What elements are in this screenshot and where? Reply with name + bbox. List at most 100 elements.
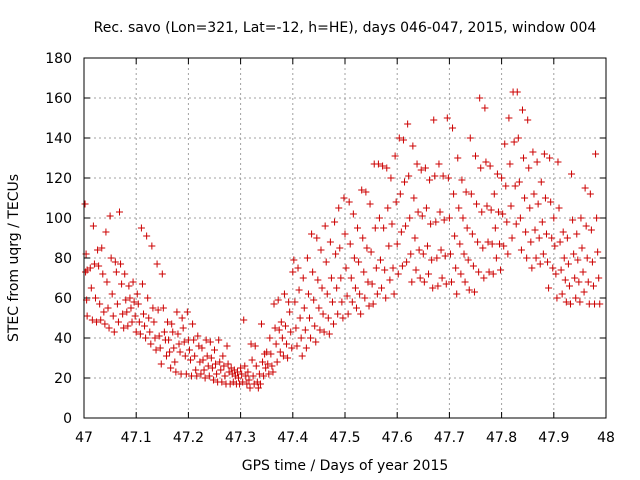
data-point [437,246,445,254]
data-point [91,294,99,302]
data-point [401,178,409,186]
data-point [544,258,552,266]
data-point [592,150,600,158]
data-point [392,198,400,206]
data-point [179,324,187,332]
data-point [488,240,496,248]
data-point [313,234,321,242]
data-point [361,294,369,302]
data-point [413,160,421,168]
data-point [334,310,342,318]
data-point [134,300,142,308]
data-point [337,274,345,282]
data-point [414,208,422,216]
data-point [280,290,288,298]
data-point [457,270,465,278]
data-point [190,336,198,344]
data-point [256,380,264,388]
data-point [570,250,578,258]
y-tick-label: 120 [45,171,72,187]
data-point [311,322,319,330]
data-point [479,244,487,252]
data-point [458,176,466,184]
x-tick-label: 47.2 [173,430,204,446]
data-point [207,354,215,362]
data-points [81,88,604,392]
data-point [586,190,594,198]
data-point [293,342,301,350]
data-point [568,170,576,178]
data-point [174,330,182,338]
data-point [298,352,306,360]
y-tick-label: 180 [45,51,72,67]
data-point [404,120,412,128]
data-point [87,284,95,292]
data-point [295,286,303,294]
data-point [481,104,489,112]
data-point [474,238,482,246]
data-point [289,268,297,276]
data-point [555,204,563,212]
x-tick-label: 47.9 [538,430,569,446]
data-point [128,318,136,326]
data-point [480,274,488,282]
data-point [393,240,401,248]
data-point [316,326,324,334]
data-point [371,224,379,232]
y-tick-label: 40 [54,331,72,347]
data-point [149,304,157,312]
data-point [169,328,177,336]
data-point [384,204,392,212]
data-point [312,338,320,346]
data-point [274,296,282,304]
y-tick-label: 80 [54,251,72,267]
data-point [409,142,417,150]
data-point [148,242,156,250]
data-point [133,290,141,298]
data-point [579,268,587,276]
data-point [126,294,134,302]
data-point [530,190,538,198]
data-point [301,326,309,334]
data-point [504,250,512,258]
data-point [270,300,278,308]
data-point [100,308,108,316]
data-point [387,174,395,182]
data-point [452,264,460,272]
data-point [564,260,572,268]
data-point [132,328,140,336]
data-point [279,352,287,360]
data-point [138,280,146,288]
data-point [86,264,94,272]
data-point [351,284,359,292]
data-point [532,254,540,262]
data-point [431,172,439,180]
data-point [267,350,275,358]
data-point [271,324,279,332]
data-point [121,270,129,278]
data-point [106,212,114,220]
data-point [97,316,105,324]
data-point [386,276,394,284]
data-point [215,336,223,344]
data-point [120,324,128,332]
data-point [402,222,410,230]
data-point [578,244,586,252]
data-point [406,214,414,222]
data-point [281,322,289,330]
data-point [326,238,334,246]
data-point [259,358,267,366]
data-point [577,214,585,222]
data-point [124,322,132,330]
data-point [273,358,281,366]
data-point [429,284,437,292]
x-tick-label: 47.6 [382,430,413,446]
data-point [154,306,162,314]
data-point [506,160,514,168]
x-tick-label: 47.8 [486,430,517,446]
data-point [343,292,351,300]
y-axis-ticks: 0 20 40 60 80 100 120 140 160 180 [45,51,606,427]
data-point [166,348,174,356]
data-point [327,274,335,282]
data-point [136,330,144,338]
